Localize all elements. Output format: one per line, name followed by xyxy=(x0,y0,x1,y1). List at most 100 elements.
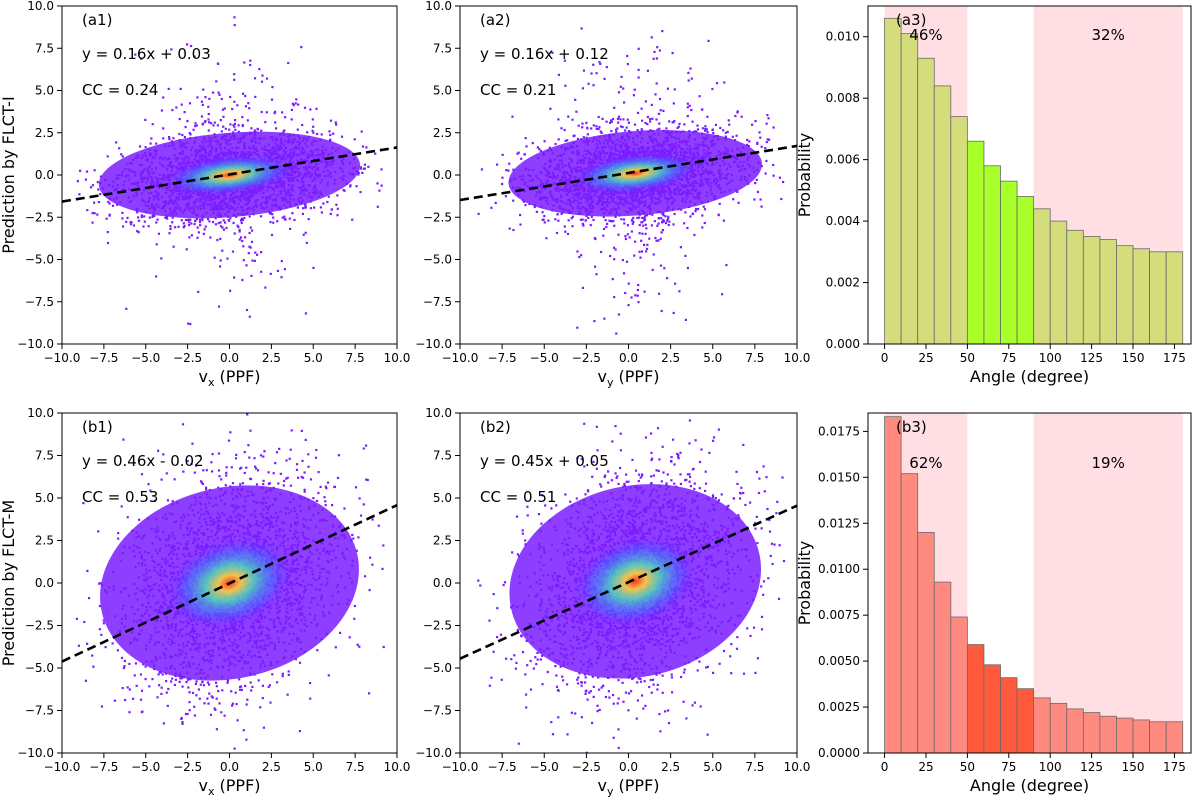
scatter-point xyxy=(582,224,585,227)
correlation-coefficient: CC = 0.24 xyxy=(82,81,158,99)
scatter-point xyxy=(753,198,756,201)
scatter-point xyxy=(496,163,499,166)
scatter-point xyxy=(747,145,750,148)
scatter-point xyxy=(280,276,283,279)
scatter-point xyxy=(126,216,129,219)
scatter-point xyxy=(219,265,222,268)
scatter-point xyxy=(293,218,296,222)
fit-line xyxy=(62,146,397,203)
scatter-point xyxy=(560,212,563,215)
scatter-point xyxy=(662,219,665,222)
scatter-point xyxy=(144,146,147,149)
scatter-point xyxy=(231,107,234,111)
scatter-point xyxy=(615,131,618,134)
scatter-point xyxy=(765,141,768,144)
scatter-point xyxy=(200,115,204,118)
scatter-point xyxy=(297,103,300,106)
scatter-point xyxy=(224,221,227,224)
scatter-point xyxy=(312,266,315,269)
scatter-point xyxy=(202,88,205,91)
scatter-point xyxy=(228,219,231,222)
scatter-point xyxy=(581,286,584,289)
x-axis-label: vx (PPF) xyxy=(198,367,260,389)
scatter-point xyxy=(698,95,701,98)
scatter-point xyxy=(590,72,593,75)
scatter-point xyxy=(280,260,283,263)
scatter-point xyxy=(188,221,191,224)
scatter-point xyxy=(218,93,221,96)
scatter-point xyxy=(306,131,309,134)
scatter-point xyxy=(208,121,211,124)
scatter-point xyxy=(140,214,143,217)
scatter-point xyxy=(111,204,115,207)
scatter-point xyxy=(221,108,225,111)
scatter-point xyxy=(554,142,557,146)
scatter-point xyxy=(564,230,567,233)
scatter-point xyxy=(212,221,215,224)
scatter-point xyxy=(644,223,647,226)
scatter-point xyxy=(233,16,236,19)
scatter-point xyxy=(319,206,322,209)
scatter-point xyxy=(217,222,220,225)
scatter-point xyxy=(217,91,220,94)
scatter-point xyxy=(587,216,590,219)
scatter-point xyxy=(155,221,158,224)
scatter-point xyxy=(696,124,699,127)
scatter-point xyxy=(233,24,236,27)
scatter-point xyxy=(581,87,584,90)
scatter-point xyxy=(756,190,759,193)
scatter-point xyxy=(646,123,649,126)
scatter-point xyxy=(234,119,237,122)
scatter-point xyxy=(106,155,109,158)
scatter-point xyxy=(657,222,660,225)
scatter-point xyxy=(180,103,183,106)
scatter-point xyxy=(754,182,757,185)
scatter-point xyxy=(724,135,727,138)
scatter-point xyxy=(599,130,602,133)
scatter-point xyxy=(615,128,618,131)
scatter-point xyxy=(772,163,775,167)
y-tick-label: −7.5 xyxy=(25,295,54,309)
scatter-point xyxy=(579,218,582,221)
scatter-point xyxy=(672,102,675,105)
scatter-point xyxy=(668,120,671,123)
scatter-point xyxy=(531,142,534,145)
scatter-point xyxy=(302,207,305,210)
scatter-point xyxy=(626,224,629,227)
scatter-point xyxy=(247,252,250,255)
scatter-point xyxy=(122,225,125,228)
scatter-point xyxy=(658,127,661,130)
scatter-point xyxy=(182,222,185,225)
scatter-point xyxy=(282,130,285,133)
scatter-point xyxy=(184,126,187,129)
scatter-point xyxy=(543,140,546,143)
scatter-point xyxy=(197,290,200,293)
scatter-point xyxy=(335,203,338,206)
scatter-point xyxy=(519,213,522,217)
scatter-point xyxy=(229,123,232,126)
scatter-point xyxy=(651,213,654,216)
scatter-point xyxy=(605,120,608,123)
scatter-point xyxy=(301,212,304,215)
scatter-point xyxy=(222,219,225,222)
scatter-point xyxy=(233,122,236,125)
scatter-point xyxy=(511,115,514,118)
scatter-point xyxy=(655,57,658,60)
scatter-point xyxy=(623,101,626,104)
scatter-point xyxy=(567,115,570,118)
scatter-point xyxy=(590,215,593,218)
scatter-point xyxy=(542,218,545,221)
scatter-point xyxy=(578,255,581,259)
scatter-point xyxy=(766,114,769,117)
scatter-point xyxy=(691,120,694,123)
scatter-point xyxy=(187,322,190,325)
scatter-point xyxy=(723,81,726,84)
scatter-point xyxy=(374,152,377,155)
scatter-point xyxy=(604,219,607,222)
scatter-point xyxy=(634,240,637,243)
scatter-point xyxy=(264,121,267,124)
scatter-point xyxy=(684,254,687,257)
scatter-point xyxy=(736,190,739,193)
